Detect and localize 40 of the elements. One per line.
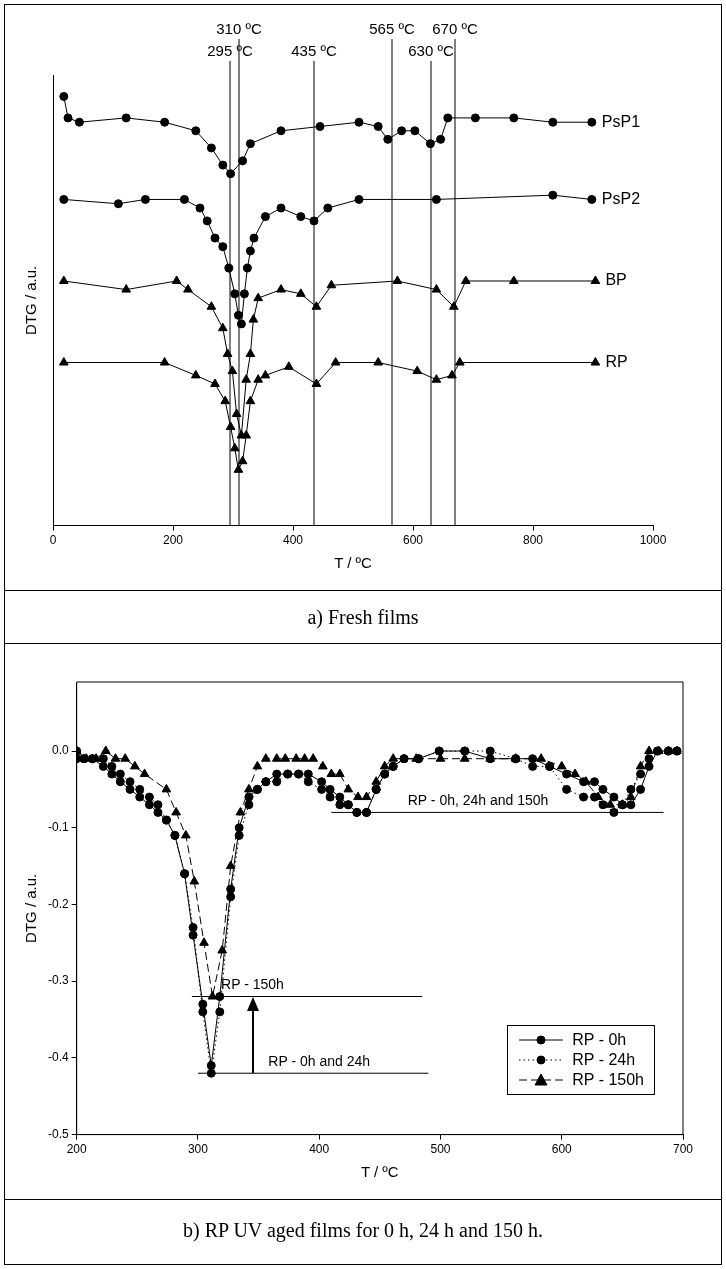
x-tick-label: 500 — [430, 1142, 451, 1157]
x-tick-label: 200 — [66, 1142, 88, 1157]
y-tick-label: -0.2 — [47, 896, 69, 911]
x-tick-label: 600 — [551, 1142, 573, 1157]
ref-line-label: 630 ºC — [408, 41, 454, 59]
x-tick-label: 400 — [282, 533, 304, 548]
y-tick-label: -0.3 — [47, 973, 69, 988]
text: b) RP UV aged films for 0 h, 24 h and 150 h. — [182, 1217, 544, 1244]
annotation: RP - 0h and 24h — [268, 1053, 371, 1070]
ref-line-label: 565 ºC — [369, 19, 415, 37]
series-label: PsP2 — [601, 189, 641, 207]
annotation: RP - 150h — [221, 976, 284, 993]
x-tick-label: 1000 — [639, 533, 667, 548]
y-axis-title: DTG / a.u. — [22, 873, 40, 943]
legend-label: RP - 150h — [571, 1069, 644, 1090]
ref-line-label: 310 ºC — [216, 19, 262, 37]
x-tick-label: 200 — [162, 533, 184, 548]
ref-line-label: 295 ºC — [207, 41, 253, 59]
x-tick-label: 800 — [522, 533, 544, 548]
x-tick-label: 400 — [309, 1142, 330, 1157]
text: a) Fresh films — [306, 604, 420, 631]
series-label: PsP1 — [601, 112, 641, 130]
y-tick-label: -0.5 — [47, 1126, 69, 1141]
y-axis-title: DTG / a.u. — [22, 265, 40, 335]
series-label: RP — [605, 352, 628, 370]
legend-label: RP - 24h — [571, 1049, 637, 1070]
annotation: RP - 0h, 24h and 150h — [407, 792, 549, 809]
ref-line-label: 670 ºC — [432, 19, 478, 37]
legend-label: RP - 0h — [571, 1029, 628, 1050]
y-tick-label: -0.4 — [47, 1050, 69, 1065]
x-tick-label: 0 — [49, 533, 57, 548]
y-tick-label: 0.0 — [51, 743, 69, 758]
x-axis-title: T / ºC — [334, 554, 373, 572]
x-tick-label: 600 — [402, 533, 424, 548]
x-axis-title: T / ºC — [360, 1163, 399, 1181]
y-tick-label: -0.1 — [47, 820, 69, 835]
series-label: BP — [605, 271, 627, 289]
x-tick-label: 300 — [187, 1142, 209, 1157]
ref-line-label: 435 ºC — [291, 41, 337, 59]
x-tick-label: 700 — [672, 1142, 694, 1157]
